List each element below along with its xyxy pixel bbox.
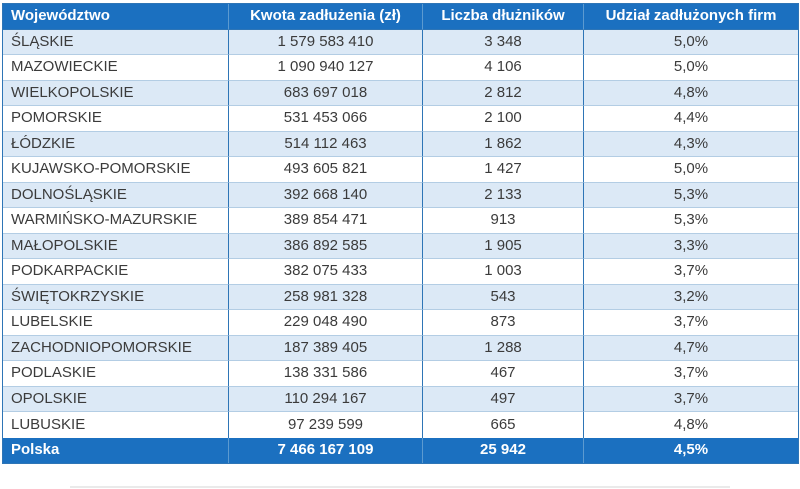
table-row: POMORSKIE 531 453 066 2 100 4,4% <box>3 106 798 132</box>
cell-indebted-share: 3,7% <box>584 259 798 285</box>
cell-voivodeship: POMORSKIE <box>3 106 229 132</box>
cell-debtor-count: 2 100 <box>423 106 584 132</box>
header-indebted-share: Udział zadłużonych firm <box>584 4 798 30</box>
cell-debt-amount: 1 090 940 127 <box>229 55 423 81</box>
table-row: ŚWIĘTOKRZYSKIE 258 981 328 543 3,2% <box>3 284 798 310</box>
cell-debt-amount: 514 112 463 <box>229 131 423 157</box>
table-row: ŁÓDZKIE 514 112 463 1 862 4,3% <box>3 131 798 157</box>
cell-indebted-share: 4,3% <box>584 131 798 157</box>
cell-voivodeship: LUBUSKIE <box>3 412 229 438</box>
cell-voivodeship: KUJAWSKO-POMORSKIE <box>3 157 229 183</box>
table-row: PODKARPACKIE 382 075 433 1 003 3,7% <box>3 259 798 285</box>
cell-debtor-count: 497 <box>423 386 584 412</box>
total-indebted-share: 4,5% <box>584 437 798 463</box>
cell-debt-amount: 258 981 328 <box>229 284 423 310</box>
table-row: LUBUSKIE 97 239 599 665 4,8% <box>3 412 798 438</box>
cell-voivodeship: DOLNOŚLĄSKIE <box>3 182 229 208</box>
cell-indebted-share: 4,4% <box>584 106 798 132</box>
bottom-divider <box>70 486 730 488</box>
cell-debtor-count: 543 <box>423 284 584 310</box>
cell-voivodeship: MAZOWIECKIE <box>3 55 229 81</box>
header-row: Województwo Kwota zadłużenia (zł) Liczba… <box>3 4 798 30</box>
table-row: WARMIŃSKO-MAZURSKIE 389 854 471 913 5,3% <box>3 208 798 234</box>
cell-debtor-count: 2 133 <box>423 182 584 208</box>
cell-debtor-count: 1 288 <box>423 335 584 361</box>
cell-debt-amount: 493 605 821 <box>229 157 423 183</box>
voivodeship-debt-table: Województwo Kwota zadłużenia (zł) Liczba… <box>2 3 799 464</box>
table-row: OPOLSKIE 110 294 167 497 3,7% <box>3 386 798 412</box>
table-row: DOLNOŚLĄSKIE 392 668 140 2 133 5,3% <box>3 182 798 208</box>
cell-debt-amount: 187 389 405 <box>229 335 423 361</box>
total-row: Polska 7 466 167 109 25 942 4,5% <box>3 437 798 463</box>
table-row: ZACHODNIOPOMORSKIE 187 389 405 1 288 4,7… <box>3 335 798 361</box>
cell-voivodeship: LUBELSKIE <box>3 310 229 336</box>
cell-debt-amount: 392 668 140 <box>229 182 423 208</box>
cell-voivodeship: MAŁOPOLSKIE <box>3 233 229 259</box>
cell-indebted-share: 3,2% <box>584 284 798 310</box>
table-row: WIELKOPOLSKIE 683 697 018 2 812 4,8% <box>3 80 798 106</box>
cell-debtor-count: 2 812 <box>423 80 584 106</box>
table-row: PODLASKIE 138 331 586 467 3,7% <box>3 361 798 387</box>
header-voivodeship: Województwo <box>3 4 229 30</box>
cell-debt-amount: 1 579 583 410 <box>229 29 423 55</box>
cell-voivodeship: WARMIŃSKO-MAZURSKIE <box>3 208 229 234</box>
total-label: Polska <box>3 437 229 463</box>
cell-voivodeship: ŁÓDZKIE <box>3 131 229 157</box>
cell-indebted-share: 5,3% <box>584 182 798 208</box>
cell-voivodeship: ZACHODNIOPOMORSKIE <box>3 335 229 361</box>
cell-debtor-count: 873 <box>423 310 584 336</box>
table-row: LUBELSKIE 229 048 490 873 3,7% <box>3 310 798 336</box>
table-row: MAŁOPOLSKIE 386 892 585 1 905 3,3% <box>3 233 798 259</box>
cell-debtor-count: 913 <box>423 208 584 234</box>
cell-indebted-share: 4,8% <box>584 412 798 438</box>
cell-indebted-share: 5,0% <box>584 29 798 55</box>
cell-indebted-share: 3,7% <box>584 361 798 387</box>
cell-voivodeship: OPOLSKIE <box>3 386 229 412</box>
cell-debt-amount: 531 453 066 <box>229 106 423 132</box>
cell-voivodeship: WIELKOPOLSKIE <box>3 80 229 106</box>
cell-debtor-count: 1 905 <box>423 233 584 259</box>
cell-debtor-count: 1 427 <box>423 157 584 183</box>
cell-debtor-count: 665 <box>423 412 584 438</box>
cell-debt-amount: 138 331 586 <box>229 361 423 387</box>
cell-debtor-count: 3 348 <box>423 29 584 55</box>
table-row: KUJAWSKO-POMORSKIE 493 605 821 1 427 5,0… <box>3 157 798 183</box>
cell-debtor-count: 1 862 <box>423 131 584 157</box>
cell-voivodeship: PODLASKIE <box>3 361 229 387</box>
table-row: MAZOWIECKIE 1 090 940 127 4 106 5,0% <box>3 55 798 81</box>
cell-indebted-share: 4,7% <box>584 335 798 361</box>
cell-voivodeship: PODKARPACKIE <box>3 259 229 285</box>
cell-debt-amount: 110 294 167 <box>229 386 423 412</box>
cell-debt-amount: 389 854 471 <box>229 208 423 234</box>
total-debtor-count: 25 942 <box>423 437 584 463</box>
cell-indebted-share: 4,8% <box>584 80 798 106</box>
header-debtor-count: Liczba dłużników <box>423 4 584 30</box>
cell-debt-amount: 97 239 599 <box>229 412 423 438</box>
cell-debtor-count: 4 106 <box>423 55 584 81</box>
cell-indebted-share: 3,3% <box>584 233 798 259</box>
cell-debt-amount: 382 075 433 <box>229 259 423 285</box>
cell-debtor-count: 1 003 <box>423 259 584 285</box>
cell-indebted-share: 5,3% <box>584 208 798 234</box>
cell-indebted-share: 5,0% <box>584 157 798 183</box>
total-debt-amount: 7 466 167 109 <box>229 437 423 463</box>
cell-voivodeship: ŚLĄSKIE <box>3 29 229 55</box>
cell-debtor-count: 467 <box>423 361 584 387</box>
cell-indebted-share: 5,0% <box>584 55 798 81</box>
cell-debt-amount: 229 048 490 <box>229 310 423 336</box>
cell-indebted-share: 3,7% <box>584 386 798 412</box>
cell-voivodeship: ŚWIĘTOKRZYSKIE <box>3 284 229 310</box>
cell-debt-amount: 683 697 018 <box>229 80 423 106</box>
table-row: ŚLĄSKIE 1 579 583 410 3 348 5,0% <box>3 29 798 55</box>
cell-debt-amount: 386 892 585 <box>229 233 423 259</box>
cell-indebted-share: 3,7% <box>584 310 798 336</box>
header-debt-amount: Kwota zadłużenia (zł) <box>229 4 423 30</box>
